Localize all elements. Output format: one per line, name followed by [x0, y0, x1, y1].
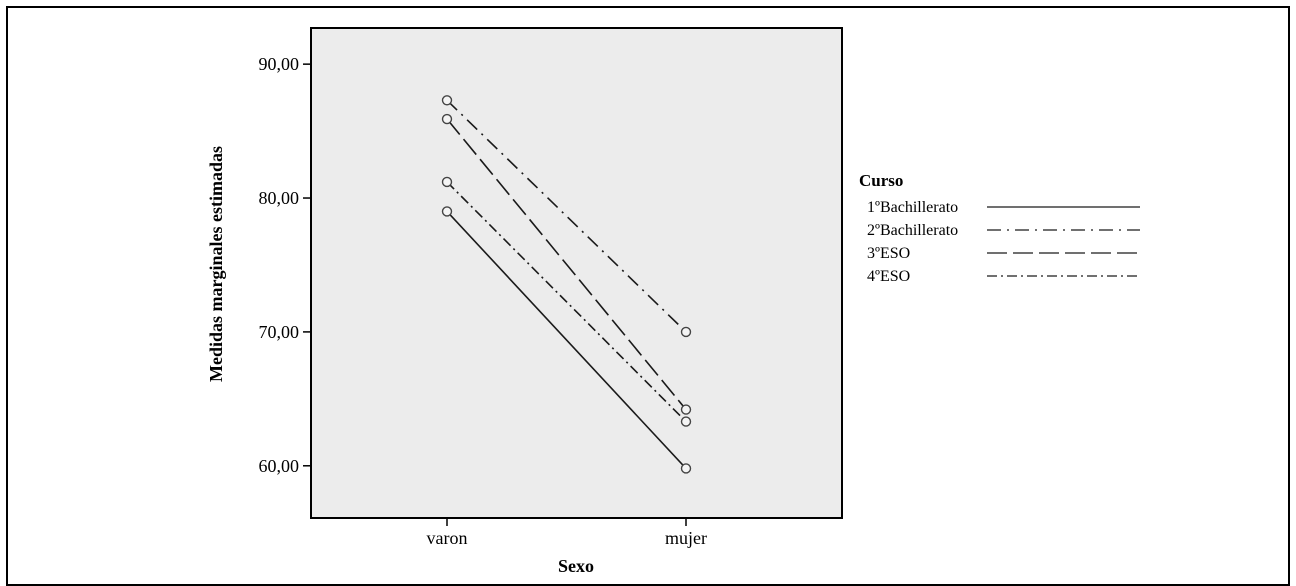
y-tick-label: 70,00	[259, 322, 300, 342]
data-point	[441, 206, 453, 217]
data-point	[441, 113, 453, 125]
x-axis-title: Sexo	[558, 556, 594, 576]
legend-label: 2ºBachillerato	[867, 222, 958, 239]
legend-item: 4ºESO	[867, 268, 1140, 285]
plot-area	[310, 27, 843, 519]
data-point	[680, 404, 692, 415]
series-0	[441, 206, 692, 474]
series-3	[441, 176, 692, 427]
legend-label: 1ºBachillerato	[867, 199, 958, 216]
y-axis-title: Medidas marginales estimadas	[206, 146, 226, 382]
data-point	[441, 95, 453, 106]
series-line	[446, 210, 687, 470]
series-1	[441, 95, 692, 338]
data-point	[680, 326, 692, 338]
legend-label: 3ºESO	[867, 245, 910, 262]
legend-item: 2ºBachillerato	[867, 222, 1140, 239]
data-point	[680, 463, 692, 474]
legend-item: 3ºESO	[867, 245, 1140, 262]
y-tick-label: 90,00	[259, 54, 300, 74]
legend-label: 4ºESO	[867, 268, 910, 285]
x-tick-label: varon	[427, 528, 468, 548]
legend-title: Curso	[859, 171, 903, 190]
series-line	[446, 118, 687, 411]
x-tick-label: mujer	[665, 528, 707, 548]
series-2	[441, 113, 692, 415]
y-tick-label: 80,00	[259, 188, 300, 208]
data-point	[680, 416, 692, 427]
y-tick-label: 60,00	[259, 456, 300, 476]
legend-item: 1ºBachillerato	[867, 199, 1140, 216]
data-point	[441, 176, 453, 188]
series-line	[446, 181, 687, 423]
